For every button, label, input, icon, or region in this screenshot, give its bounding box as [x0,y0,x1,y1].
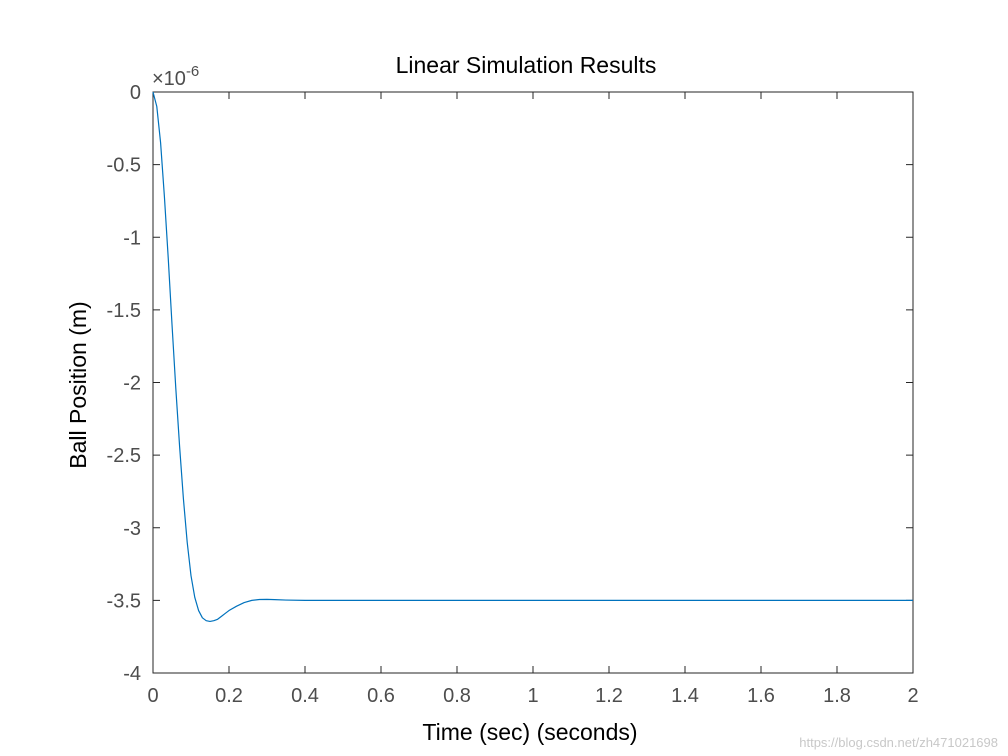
x-tick-label: 1.4 [671,685,699,707]
y-tick-label: -2 [123,373,141,395]
x-tick-label: 0.8 [443,685,471,707]
y-tick-label: -3 [123,518,141,540]
x-tick-label: 1.2 [595,685,623,707]
y-tick-label: -3.5 [107,590,141,612]
y-tick-label: -0.5 [107,155,141,177]
y-axis-exponent: ×10-6 [152,63,199,90]
x-tick-label: 2 [907,685,918,707]
x-tick-label: 1.6 [747,685,775,707]
watermark: https://blog.csdn.net/zh471021698 [799,735,998,750]
chart-title: Linear Simulation Results [396,52,657,78]
x-tick-label: 0.4 [291,685,319,707]
y-tick-label: -4 [123,663,141,685]
x-tick-label: 0 [147,685,158,707]
x-tick-label: 0.6 [367,685,395,707]
y-tick-label: 0 [130,82,141,104]
axes: 0 0.2 0.4 0.6 0.8 1 1.2 1.4 1.6 1.8 2 0 -0.5 -1 -1.5 -2… [107,82,919,707]
y-tick-label: -1.5 [107,300,141,322]
x-tick-label: 1.8 [823,685,851,707]
y-tick-label: -2.5 [107,445,141,467]
y-axis-exponent-power: -6 [186,63,199,80]
x-tick-label: 0.2 [215,685,243,707]
x-axis-label: Time (sec) (seconds) [422,719,637,745]
x-tick-label: 1 [527,685,538,707]
y-axis-label: Ball Position (m) [65,301,91,468]
series-line [152,91,913,623]
y-tick-label: -1 [123,227,141,249]
